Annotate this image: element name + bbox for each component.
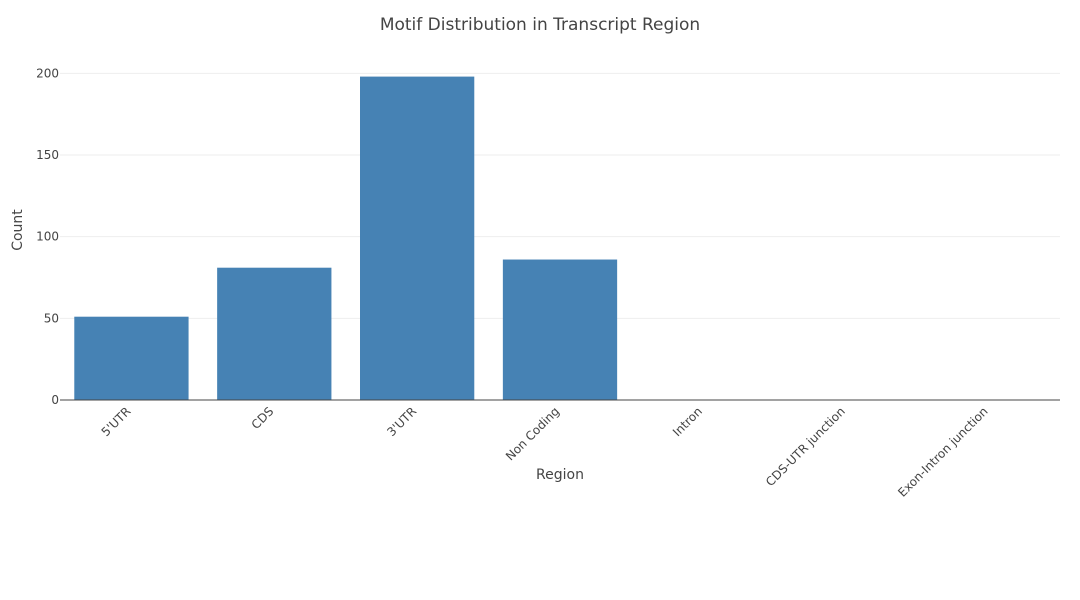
x-axis-ticks: 5'UTR CDS 3'UTR Non Coding Intron CDS-UTR jun… [99,404,991,499]
y-axis-ticks: 0 50 100 150 200 [36,66,59,407]
y-tick-label: 100 [36,230,59,244]
x-tick-label: Intron [670,404,705,439]
bar [502,259,618,400]
bar [217,267,332,400]
y-tick-label: 0 [51,393,59,407]
y-tick-label: 50 [44,311,59,325]
bars [74,76,618,400]
y-axis-title: Count [10,209,26,251]
x-tick-label: 5'UTR [99,404,134,439]
x-tick-label: CDS [249,404,277,432]
x-axis-title: Region [536,467,584,483]
x-tick-label: Non Coding [503,404,562,463]
x-tick-label: 3'UTR [384,404,419,439]
y-tick-label: 200 [36,66,59,80]
x-tick-label: Exon-Intron junction [895,404,990,499]
y-tick-label: 150 [36,148,59,162]
chart-title: Motif Distribution in Transcript Region [380,15,700,35]
bar [360,76,475,400]
bar [74,316,189,400]
x-tick-label: CDS-UTR junction [763,404,848,489]
